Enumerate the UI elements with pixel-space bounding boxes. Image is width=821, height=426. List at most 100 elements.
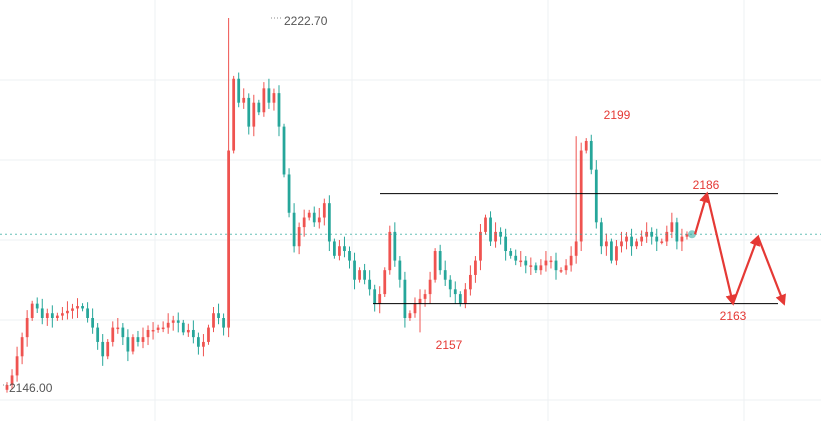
candle-body [322, 203, 326, 218]
candle [353, 252, 356, 290]
candle-body [418, 298, 422, 304]
candle [479, 223, 482, 271]
candle-body [353, 260, 356, 280]
candle [685, 231, 689, 240]
candle-body [338, 246, 341, 256]
candle-body [640, 236, 644, 242]
candle-layer [5, 18, 689, 393]
candle-body [176, 320, 180, 323]
candle-body [604, 241, 608, 247]
candle-body [383, 270, 387, 295]
candle [262, 82, 266, 117]
candle [307, 209, 311, 221]
candle-body [267, 88, 271, 103]
candle [549, 256, 553, 269]
candle-body [428, 279, 432, 295]
candle [529, 257, 533, 275]
candle [348, 246, 351, 269]
candle [625, 232, 628, 250]
candle [534, 262, 538, 274]
resistance-label: 2186 [693, 178, 720, 192]
label-layer: 2222.70 2146.00 2199 2186 2157 2163 [9, 14, 747, 395]
candle-body [388, 231, 392, 271]
candle [368, 270, 372, 296]
candle [378, 286, 382, 314]
candle [317, 207, 321, 229]
candle-body [66, 310, 69, 314]
candle-body [479, 231, 482, 261]
candle-body [15, 356, 19, 376]
candle [650, 227, 654, 245]
candle-body [111, 327, 115, 342]
candle-body [217, 313, 220, 319]
candle [76, 298, 79, 319]
candle-body [569, 255, 573, 266]
candle [242, 88, 246, 109]
candle [86, 302, 89, 323]
candle-body [554, 260, 558, 271]
candle [610, 238, 613, 264]
candle [111, 321, 115, 347]
candle [453, 281, 457, 304]
candle [151, 322, 155, 340]
support-label: 2163 [720, 309, 747, 323]
candle [554, 252, 558, 280]
candle [207, 324, 210, 345]
candle [333, 238, 336, 259]
candle [418, 289, 422, 333]
candle [343, 236, 346, 258]
candle-body [453, 289, 457, 295]
candle-body [191, 329, 195, 338]
candle-body [81, 306, 84, 309]
candle-body [20, 337, 24, 357]
candle [620, 231, 623, 253]
candle [474, 256, 477, 283]
candle [156, 324, 160, 333]
candle [635, 238, 638, 250]
candle [146, 325, 150, 346]
candle-body [574, 241, 578, 256]
candle [131, 334, 135, 355]
candle-body [35, 303, 39, 309]
candle [655, 228, 659, 252]
candle-body [96, 327, 100, 342]
candle-body [186, 329, 190, 333]
candle [438, 244, 442, 275]
candle-body [524, 260, 528, 266]
candle [30, 300, 34, 321]
candle [227, 18, 231, 338]
candle-body [615, 246, 618, 261]
candle-body [131, 337, 135, 352]
candle-body [348, 251, 351, 261]
candle-body [685, 234, 689, 237]
forecast-arrow [693, 191, 710, 235]
candle-body [101, 341, 105, 357]
candle-body [670, 222, 674, 232]
candle [514, 249, 518, 266]
candle-body [106, 341, 110, 357]
candle-body [474, 260, 477, 275]
candle [433, 248, 437, 283]
candle-body [423, 294, 427, 299]
candle-body [433, 251, 437, 280]
candle [388, 225, 392, 275]
candle [338, 240, 341, 261]
candle-body [594, 169, 598, 223]
candle-body [222, 318, 225, 328]
candle [222, 313, 225, 336]
candle-body [635, 241, 638, 247]
candle [197, 332, 200, 355]
candle-body [247, 97, 251, 127]
candle-body [55, 315, 59, 319]
candle-body [373, 289, 377, 304]
candle [312, 206, 316, 227]
candle [504, 228, 508, 261]
candle [297, 222, 301, 255]
candle-body [413, 303, 417, 314]
candle [327, 195, 331, 252]
candle-body [181, 322, 185, 333]
candle [126, 329, 130, 362]
candle-body [40, 308, 44, 319]
swing-low-label: 2157 [436, 338, 463, 352]
